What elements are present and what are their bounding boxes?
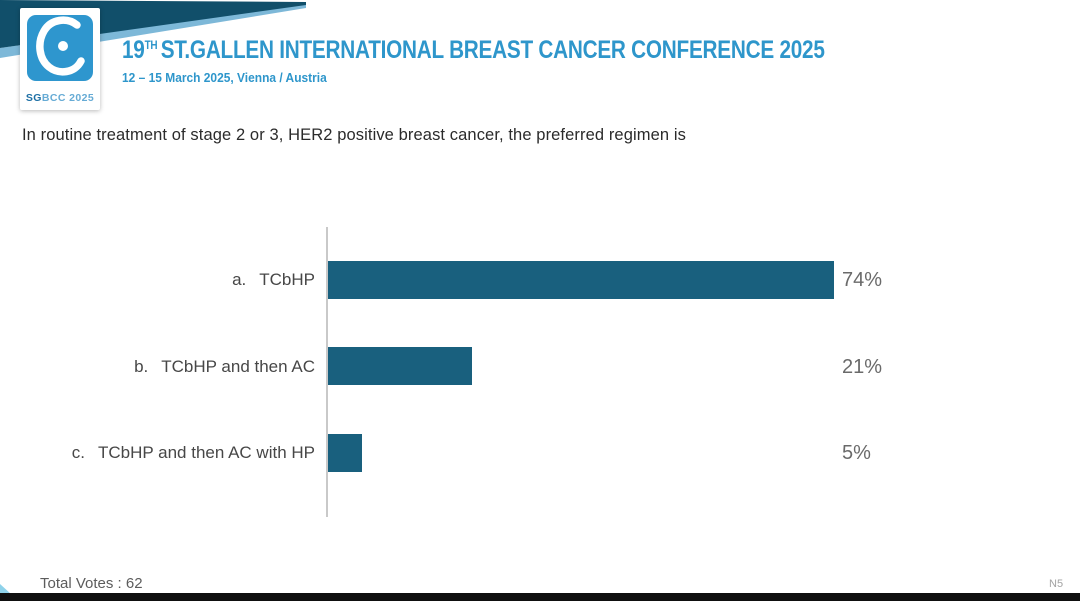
option-text: TCbHP and then AC [161,357,315,376]
option-text: TCbHP and then AC with HP [97,443,315,462]
value-label-b: 21% [842,356,883,378]
option-letter: b. [134,357,149,376]
bar-option-a [328,261,834,299]
breast-drop-icon [36,16,85,76]
value-label-a: 74% [842,269,883,291]
sgbcc-logo-square [27,15,93,81]
title-ordinal: TH [144,38,158,52]
sgbcc-logo-card: SGBCC 2025 [20,8,100,110]
option-label-a: a. TCbHP [0,269,315,291]
bar-option-c [328,434,362,472]
total-votes: Total Votes : 62 [40,575,143,592]
conference-date-location: 12 – 15 March 2025, Vienna / Austria [122,70,327,85]
poll-question: In routine treatment of stage 2 or 3, HE… [22,126,686,144]
sgbcc-logo-text: SGBCC 2025 [20,92,100,104]
title-number: 19 [122,36,145,64]
bar-option-b [328,347,472,385]
bottom-letterbox-bar [0,593,1080,601]
title-text: ST.GALLEN INTERNATIONAL BREAST CANCER CO… [160,36,825,64]
option-text: TCbHP [259,270,315,289]
logo-text-bold: SG [25,92,42,104]
value-label-c: 5% [842,442,871,464]
corner-sliver-decoration [0,584,11,594]
option-label-b: b. TCbHP and then AC [0,356,315,378]
conference-title: 19TH ST.GALLEN INTERNATIONAL BREAST CANCE… [122,36,825,65]
chart-axis-line [326,227,328,517]
logo-text-rest: BCC 2025 [41,92,95,104]
option-label-c: c. TCbHP and then AC with HP [0,442,315,464]
option-letter: a. [232,270,247,289]
option-letter: c. [71,443,85,462]
slide-reference: N5 [1049,578,1064,590]
